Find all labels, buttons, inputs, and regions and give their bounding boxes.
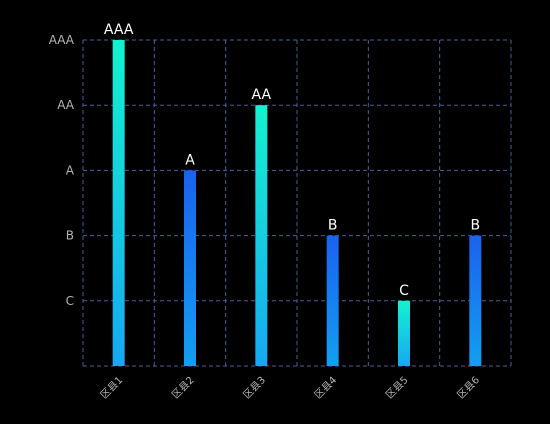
bar <box>184 170 196 366</box>
bar <box>112 40 125 366</box>
y-tick-label: AAA <box>49 33 75 47</box>
bar <box>469 235 482 366</box>
bar-value-label: AAA <box>104 22 134 38</box>
x-tick-label: 区县5 <box>384 374 411 401</box>
x-axis-ticks: 区县1 区县2 区县3 区县4 区县5 区县6 <box>98 374 482 401</box>
y-tick-label: B <box>66 229 74 243</box>
bar-value-label: AA <box>252 87 272 103</box>
bar-value-label: A <box>185 152 195 168</box>
grid-lines <box>82 39 512 367</box>
bars <box>112 40 482 366</box>
bar <box>398 300 410 366</box>
x-tick-label: 区县4 <box>312 374 339 401</box>
y-tick-label: C <box>66 294 74 308</box>
bar <box>326 235 339 366</box>
x-tick-label: 区县3 <box>241 374 268 401</box>
y-tick-label: AA <box>57 98 75 112</box>
bar-value-label: B <box>328 218 338 234</box>
bar <box>255 105 268 366</box>
bar-value-label: C <box>399 283 409 299</box>
x-tick-label: 区县1 <box>98 374 125 401</box>
x-tick-label: 区县6 <box>455 374 482 401</box>
x-tick-label: 区县2 <box>170 374 197 401</box>
bar-value-label: B <box>471 218 481 234</box>
y-tick-label: A <box>66 163 75 177</box>
